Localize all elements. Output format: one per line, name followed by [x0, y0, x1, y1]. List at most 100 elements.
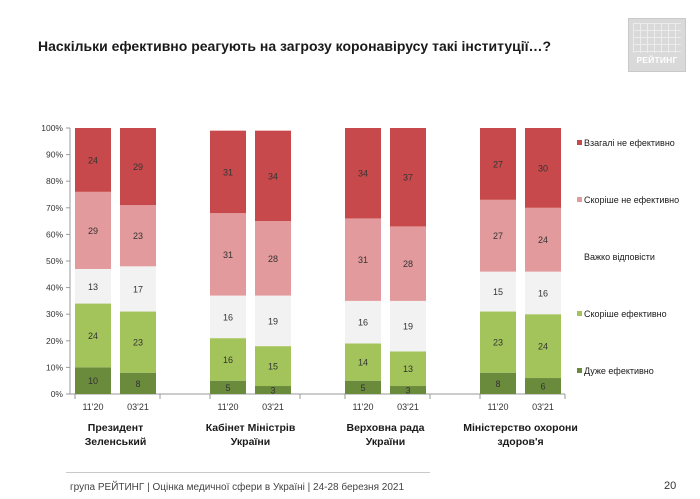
x-tick-label: 03'21	[397, 402, 419, 412]
y-tick-label: 90%	[46, 150, 63, 160]
bar-value-label: 5	[360, 383, 365, 393]
bar-segment	[120, 128, 156, 206]
bar-segment	[120, 372, 156, 394]
bar-value-label: 23	[493, 338, 503, 348]
stacked-bar-chart: 0% 10% 20% 30% 40% 50% 60% 70% 80% 90% 100% 10 24 13 2…	[41, 123, 679, 448]
legend-label: Важко відповісти	[584, 252, 655, 262]
bar-value-label: 15	[493, 287, 503, 297]
x-tick-label: 03'21	[532, 402, 554, 412]
y-tick-label: 80%	[46, 176, 63, 186]
bar-value-label: 15	[268, 362, 278, 372]
bar-value-label: 13	[403, 364, 413, 374]
y-tick-label: 30%	[46, 309, 63, 319]
x-tick-label: 11'20	[82, 402, 103, 412]
x-tick-label: 11'20	[352, 402, 373, 412]
bar-value-label: 3	[270, 386, 275, 396]
bar-value-label: 31	[223, 167, 233, 177]
bar-segment	[255, 295, 291, 347]
bar-segment	[525, 314, 561, 379]
bar-segment	[525, 128, 561, 208]
bar-value-label: 8	[135, 379, 140, 389]
bar-value-label: 24	[88, 331, 98, 341]
legend-label: Взагалі не ефективно	[584, 138, 675, 148]
logo-grid-pattern	[633, 23, 681, 53]
bar-segment	[210, 338, 246, 381]
bar-segment	[210, 213, 246, 296]
bar-value-label: 23	[133, 338, 143, 348]
bar-segment	[480, 271, 516, 312]
y-tick-label: 0%	[51, 389, 64, 399]
y-tick-label: 60%	[46, 229, 63, 239]
page-title: Наскільки ефективно реагують на загрозу …	[38, 38, 552, 54]
bar-segment	[255, 221, 291, 296]
bar-segment	[75, 128, 111, 192]
bar-value-label: 27	[493, 231, 503, 241]
footer-text: група РЕЙТИНГ | Оцінка медичної сфери в …	[70, 482, 405, 493]
bar-segment	[75, 367, 111, 394]
bar-segment	[480, 372, 516, 394]
bar-value-label: 13	[88, 282, 98, 292]
bar-value-label: 14	[358, 358, 368, 368]
x-tick-label: 03'21	[262, 402, 284, 412]
group-label: України	[366, 436, 405, 448]
bar-segment	[210, 380, 246, 394]
bar-value-label: 34	[268, 171, 278, 181]
rating-logo: РЕЙТИНГ	[628, 18, 686, 72]
legend-swatch	[577, 254, 582, 259]
bar-value-label: 28	[403, 259, 413, 269]
group-label: здоров'я	[497, 436, 543, 448]
bar-segment	[75, 303, 111, 368]
bar-segment	[120, 311, 156, 373]
bar-segment	[255, 130, 291, 222]
bar-value-label: 8	[495, 379, 500, 389]
bar-value-label: 10	[88, 376, 98, 386]
bar-segment	[75, 268, 111, 304]
bar-segment	[75, 191, 111, 269]
logo-text: РЕЙТИНГ	[636, 55, 678, 65]
bar-segment	[390, 128, 426, 227]
y-tick-label: 70%	[46, 203, 63, 213]
legend-swatch	[577, 140, 582, 145]
bar-value-label: 16	[538, 288, 548, 298]
bar-value-label: 17	[133, 284, 143, 294]
bar-segment	[210, 295, 246, 339]
bar-segment	[480, 199, 516, 272]
bar-value-label: 3	[405, 386, 410, 396]
bar-segment	[390, 386, 426, 394]
footer-divider	[66, 472, 430, 473]
bar-value-label: 16	[223, 312, 233, 322]
bar-value-label: 29	[133, 162, 143, 172]
bar-segment	[525, 378, 561, 394]
bar-segment	[255, 346, 291, 387]
bar-value-label: 6	[540, 382, 545, 392]
group-label: Зеленський	[85, 436, 147, 448]
bar-value-label: 16	[358, 318, 368, 328]
bar-value-label: 37	[403, 173, 413, 183]
bar-segment	[120, 266, 156, 312]
group-label: Президент	[88, 422, 143, 434]
bar-value-label: 5	[225, 383, 230, 393]
legend-swatch	[577, 197, 582, 202]
y-tick-label: 10%	[46, 362, 63, 372]
x-tick-label: 03'21	[127, 402, 149, 412]
bar-segment	[480, 311, 516, 373]
bar-value-label: 16	[223, 355, 233, 365]
bar-segment	[345, 343, 381, 381]
page-number: 20	[664, 480, 677, 492]
x-tick-label: 11'20	[217, 402, 238, 412]
bar-value-label: 23	[133, 231, 143, 241]
bar-value-label: 19	[403, 322, 413, 332]
bar-segment	[120, 205, 156, 267]
bar-segment	[390, 226, 426, 301]
bar-value-label: 31	[223, 250, 233, 260]
x-tick-label: 11'20	[487, 402, 508, 412]
bar-value-label: 34	[358, 169, 368, 179]
bar-segment	[525, 207, 561, 272]
legend-label: Дуже ефективно	[584, 366, 654, 376]
legend-label: Скоріше не ефективно	[584, 195, 679, 205]
bar-segment	[390, 300, 426, 352]
bar-segment	[255, 386, 291, 394]
y-tick-label: 40%	[46, 283, 63, 293]
group-label: Міністерство охорони	[463, 422, 578, 434]
bar-value-label: 19	[268, 316, 278, 326]
